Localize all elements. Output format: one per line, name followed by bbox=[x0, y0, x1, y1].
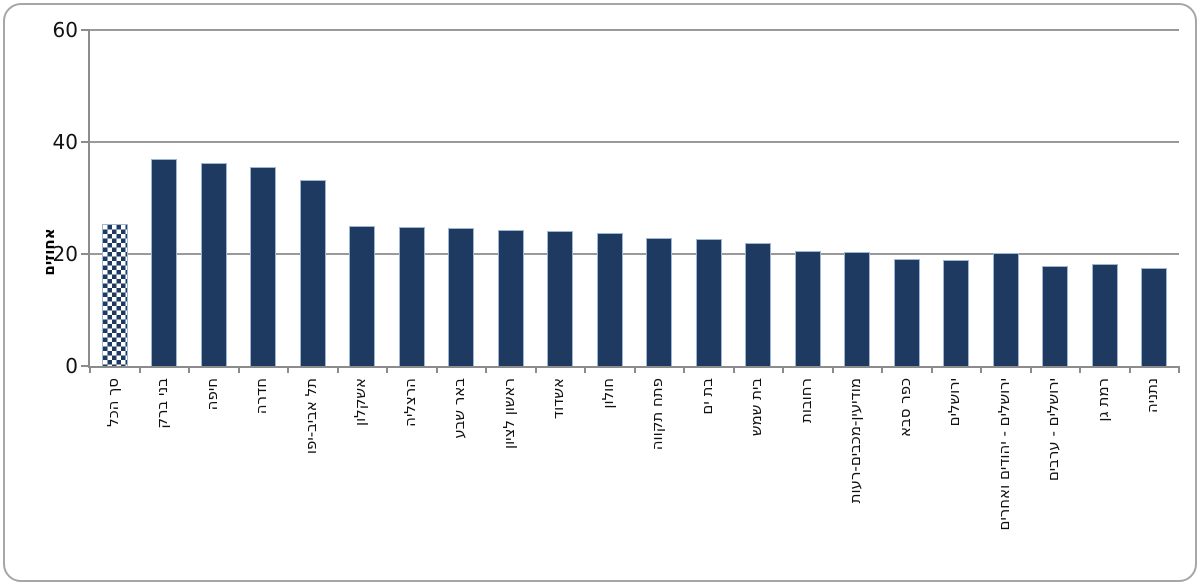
y-tick-label-20: 20 bbox=[52, 242, 78, 266]
category-label-16: כפר סבא bbox=[895, 378, 914, 437]
y-tick-label-60: 60 bbox=[52, 18, 78, 42]
category-label-20: רמת גן bbox=[1093, 378, 1112, 422]
y-tick-label-40: 40 bbox=[52, 130, 78, 154]
y-tick-mark bbox=[81, 365, 90, 367]
x-tick-mark bbox=[584, 366, 586, 373]
category-label-6: הרצליה bbox=[400, 378, 419, 427]
category-label-13: בית שמש bbox=[747, 378, 766, 437]
gridline-y40 bbox=[90, 141, 1179, 143]
x-tick-mark bbox=[931, 366, 933, 373]
x-tick-mark bbox=[1079, 366, 1081, 373]
gridline-y60 bbox=[90, 29, 1179, 31]
total-bar-checkered bbox=[101, 223, 128, 366]
bar-16 bbox=[893, 259, 920, 366]
y-tick-label-0: 0 bbox=[65, 354, 78, 378]
category-label-11: פתח תקווה bbox=[648, 378, 667, 451]
x-tick-mark bbox=[733, 366, 735, 373]
x-tick-mark bbox=[980, 366, 982, 373]
category-label-2: חיפה bbox=[202, 378, 221, 411]
x-tick-mark bbox=[436, 366, 438, 373]
x-tick-mark bbox=[634, 366, 636, 373]
category-label-19: ירושלים - ערבים bbox=[1044, 378, 1063, 482]
bar-21 bbox=[1141, 268, 1168, 366]
x-tick-mark bbox=[287, 366, 289, 373]
bar-20 bbox=[1091, 264, 1118, 366]
x-tick-mark bbox=[89, 366, 91, 373]
bar-2 bbox=[200, 163, 227, 366]
category-label-14: רחובות bbox=[796, 378, 815, 423]
x-tick-mark bbox=[1030, 366, 1032, 373]
bar-1 bbox=[151, 158, 178, 366]
bar-15 bbox=[844, 251, 871, 366]
category-label-17: ירושלים bbox=[945, 378, 964, 427]
bar-3 bbox=[250, 167, 277, 366]
category-label-0: סך הכל bbox=[103, 378, 122, 427]
y-tick-mark bbox=[81, 141, 90, 143]
x-tick-mark bbox=[535, 366, 537, 373]
x-tick-mark bbox=[683, 366, 685, 373]
x-tick-mark bbox=[386, 366, 388, 373]
category-label-18: ירושלים - יהודים ואחרים bbox=[994, 378, 1013, 531]
bar-10 bbox=[596, 232, 623, 366]
category-label-7: באר שבע bbox=[450, 378, 469, 439]
bar-18 bbox=[992, 252, 1019, 366]
bar-17 bbox=[943, 259, 970, 366]
y-tick-mark bbox=[81, 29, 90, 31]
category-label-10: חולון bbox=[598, 378, 617, 409]
x-tick-mark bbox=[188, 366, 190, 373]
x-tick-mark bbox=[485, 366, 487, 373]
category-label-4: תל אביב-יפו bbox=[301, 378, 320, 455]
x-tick-mark bbox=[782, 366, 784, 373]
x-tick-mark bbox=[1129, 366, 1131, 373]
gridline-y20 bbox=[90, 253, 1179, 255]
category-label-5: אשקלון bbox=[351, 378, 370, 426]
bar-7 bbox=[448, 228, 475, 366]
category-label-12: בת ים bbox=[697, 378, 716, 415]
category-label-21: נתניה bbox=[1143, 378, 1162, 414]
x-tick-mark bbox=[1178, 366, 1180, 373]
x-tick-mark bbox=[337, 366, 339, 373]
bar-14 bbox=[794, 250, 821, 366]
x-tick-mark bbox=[139, 366, 141, 373]
bar-19 bbox=[1042, 265, 1069, 366]
category-label-9: אשדוד bbox=[549, 378, 568, 420]
bar-12 bbox=[695, 239, 722, 366]
category-label-8: ראשון לציון bbox=[499, 378, 518, 450]
category-label-15: מודיעין-מכבים-רעות bbox=[846, 378, 865, 504]
x-tick-mark bbox=[881, 366, 883, 373]
y-tick-mark bbox=[81, 253, 90, 255]
x-tick-mark bbox=[238, 366, 240, 373]
bar-4 bbox=[299, 179, 326, 366]
plot-area bbox=[81, 29, 1180, 373]
category-label-1: בני ברק bbox=[153, 378, 172, 429]
bar-11 bbox=[646, 237, 673, 366]
x-tick-mark bbox=[832, 366, 834, 373]
bar-8 bbox=[497, 229, 524, 366]
category-label-3: חדרה bbox=[252, 378, 271, 415]
bar-5 bbox=[349, 226, 376, 366]
bar-9 bbox=[547, 231, 574, 366]
bar-6 bbox=[398, 227, 425, 366]
bar-13 bbox=[745, 242, 772, 366]
